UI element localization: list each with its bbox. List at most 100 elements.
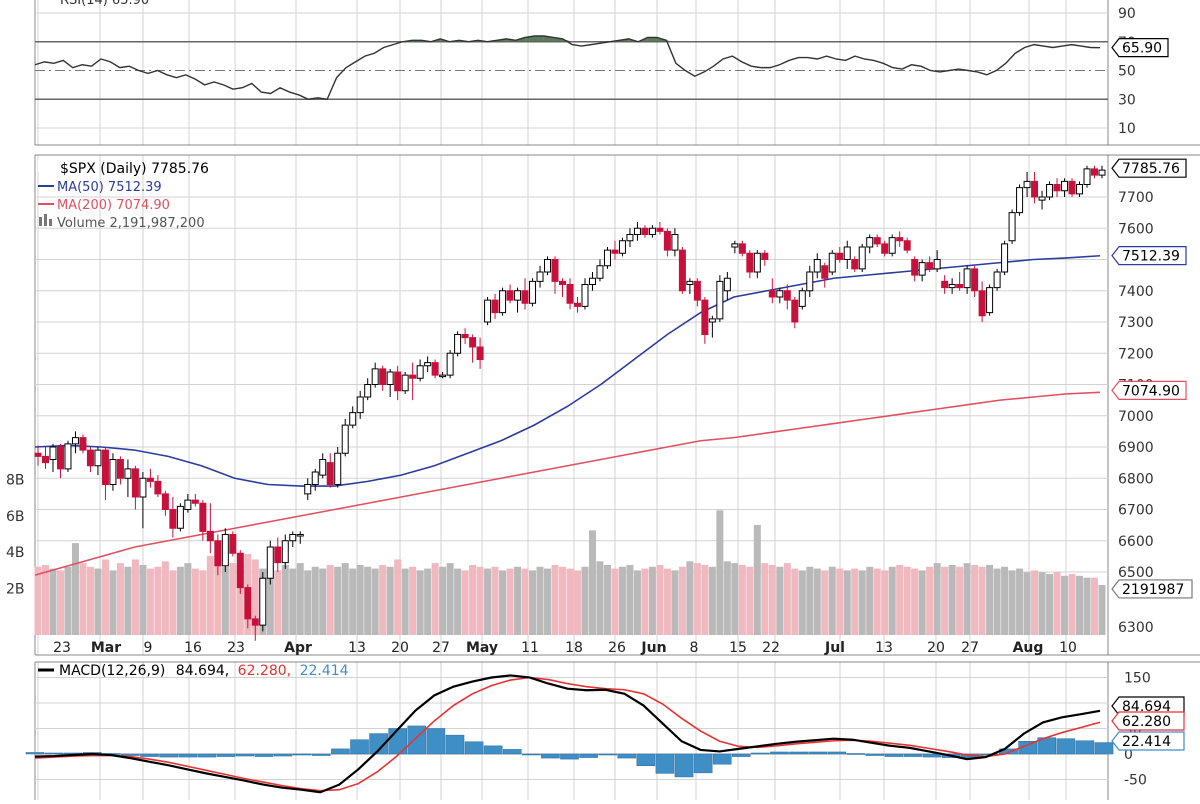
candle-body — [731, 243, 739, 248]
x-axis-label: 26 — [608, 640, 626, 656]
volume-callout: 2191987 — [1111, 579, 1193, 599]
volume-legend-icon — [39, 214, 52, 226]
volume-bar — [611, 568, 619, 635]
volume-bar — [723, 561, 731, 635]
candle-body — [851, 259, 859, 270]
candle-body — [693, 280, 701, 301]
candle-body — [401, 374, 409, 392]
candle-body — [296, 534, 304, 537]
candle-body — [1053, 184, 1061, 192]
candle-body — [753, 252, 761, 273]
volume-bar — [926, 566, 934, 635]
volume-bar — [386, 566, 394, 635]
macd-histogram-bar — [159, 753, 178, 758]
volume-bar — [836, 568, 844, 635]
candle-body — [836, 252, 844, 260]
volume-bar — [356, 564, 364, 635]
volume-bar — [424, 568, 432, 635]
candle-body — [641, 227, 649, 235]
volume-bar — [813, 568, 821, 635]
volume-bar — [843, 570, 851, 635]
volume-bar — [1038, 572, 1046, 635]
candle-body — [663, 230, 671, 251]
candle-body — [1038, 196, 1046, 201]
volume-bar — [199, 570, 207, 635]
price-tick-label: 7200 — [1118, 346, 1154, 362]
candle-body — [184, 499, 192, 510]
ma50-legend: MA(50) 7512.39 — [57, 180, 162, 195]
macd-histogram-bar — [254, 753, 274, 757]
rsi-line — [34, 35, 1101, 101]
price-tick-label: 6800 — [1118, 471, 1154, 487]
candle-body — [169, 509, 177, 529]
x-axis-label: 16 — [184, 640, 202, 656]
x-axis-label: 18 — [565, 640, 583, 656]
volume-bar — [993, 568, 1001, 635]
candle-body — [56, 446, 64, 470]
candle-body — [394, 371, 402, 392]
candle-body — [236, 552, 244, 589]
ma200-callout-box — [1111, 380, 1187, 400]
volume-bar — [746, 566, 754, 635]
volume-bar — [956, 566, 964, 635]
macd-histogram-bar — [865, 753, 885, 756]
macd-tick-label: 0 — [1124, 747, 1133, 763]
candle-body — [933, 259, 941, 270]
candle-body — [244, 587, 252, 620]
volume-bar — [326, 564, 334, 635]
volume-bar — [484, 568, 492, 635]
volume-bar — [1023, 572, 1031, 635]
candle-body — [146, 477, 154, 482]
macd-histogram-bar — [445, 734, 465, 755]
candle-body — [176, 505, 184, 529]
volume-bar — [349, 568, 357, 635]
volume-bar — [776, 566, 784, 635]
price-tick-label: 7300 — [1118, 315, 1154, 331]
volume-bar — [469, 564, 477, 635]
volume-bar — [986, 564, 994, 635]
candle-body — [1083, 168, 1091, 185]
volume-bar — [903, 566, 911, 635]
candle-body — [131, 468, 139, 498]
x-axis-label: Apr — [284, 640, 312, 656]
volume-bar — [791, 568, 799, 635]
macd-histogram-bar — [44, 752, 64, 755]
volume-bar — [1098, 584, 1106, 635]
volume-bar — [154, 566, 162, 635]
candle-body — [1076, 184, 1084, 195]
legend-layer: RSI(14) 65.90 $SPX (Daily) 7785.76 MA(50… — [38, 0, 349, 679]
rsi-value-callout: 65.90 — [1111, 38, 1169, 58]
candle-body — [109, 459, 117, 485]
volume-bar — [266, 566, 274, 635]
macd-histogram-bar — [693, 753, 713, 774]
volume-bar — [229, 563, 237, 635]
volume-bar — [514, 566, 522, 635]
last-price-callout: 7785.76 — [1111, 158, 1187, 178]
rsi-overbought-fill — [647, 37, 658, 42]
volume-bar — [139, 564, 147, 635]
candle-body — [573, 302, 581, 307]
rsi-overbought-fill — [534, 36, 544, 42]
price-panel: 7700760075007400730072007100700069006800… — [6, 154, 1200, 656]
candle-body — [289, 534, 297, 542]
candle-body — [311, 471, 319, 485]
volume-tick-label: 4B — [6, 545, 25, 561]
candle-body — [708, 318, 716, 323]
candle-body — [926, 262, 934, 270]
candle-body — [559, 280, 567, 285]
macd-histogram-bar — [178, 753, 198, 758]
volume-bar — [109, 570, 117, 635]
volume-bar — [1031, 570, 1039, 635]
candle-body — [873, 237, 881, 245]
candle-body — [821, 265, 829, 279]
rsi-tick-label: 90 — [1118, 6, 1136, 22]
macd-histogram-bar — [674, 753, 694, 778]
x-axis-label: 20 — [927, 640, 945, 656]
candle-body — [116, 459, 124, 479]
volume-bar — [618, 566, 626, 635]
x-axis-label: 15 — [729, 640, 747, 656]
volume-bar — [289, 568, 297, 635]
candle-body — [416, 365, 424, 379]
macd-value-callout-text: 84.694 — [1122, 699, 1171, 715]
macd-histogram-bar — [541, 753, 560, 759]
